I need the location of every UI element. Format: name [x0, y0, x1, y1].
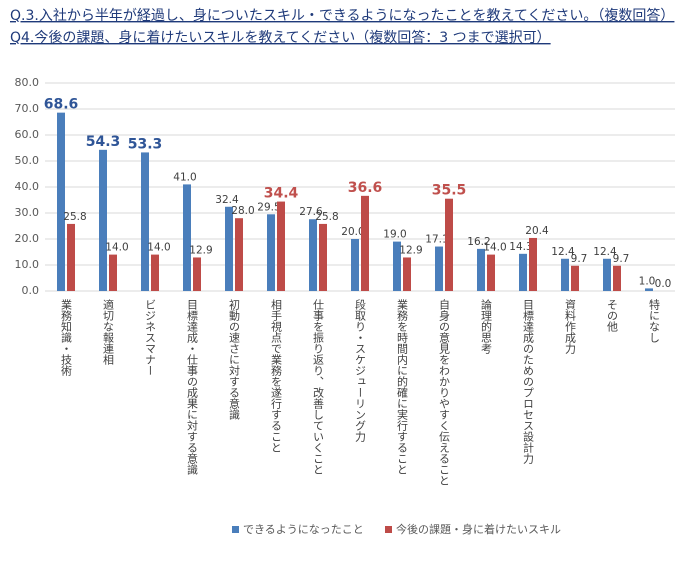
- x-tick-label: 資料作成力: [564, 299, 577, 354]
- value-label: 34.4: [264, 186, 299, 202]
- value-label: 12.4: [593, 246, 617, 258]
- bar: [561, 258, 569, 291]
- bar: [309, 219, 317, 291]
- bar: [277, 201, 285, 291]
- value-label: 54.3: [86, 134, 121, 150]
- bar: [603, 258, 611, 291]
- value-label: 36.6: [348, 180, 383, 196]
- bar: [393, 241, 401, 291]
- value-label: 32.4: [215, 194, 239, 206]
- value-label: 9.7: [571, 253, 588, 265]
- x-tick-label: 特になし: [648, 298, 661, 343]
- x-tick-label: 業務を時間内に的確に実行すること: [396, 299, 409, 475]
- value-label: 1.0: [639, 275, 656, 287]
- x-tick-label: 初動の速さに対する意識: [228, 298, 241, 420]
- value-label: 14.0: [105, 242, 128, 254]
- bar: [109, 254, 117, 291]
- value-label: 28.0: [231, 205, 254, 217]
- bar: [487, 254, 495, 291]
- x-tick-label: 自身の意見をわかりやすく伝えること: [438, 299, 451, 486]
- bar: [193, 257, 201, 291]
- legend-swatch: [385, 526, 392, 533]
- bar: [183, 184, 191, 291]
- value-label: 27.6: [299, 206, 323, 218]
- bar: [403, 257, 411, 291]
- bar: [267, 214, 275, 291]
- bar: [351, 239, 359, 291]
- x-tick-label: 相手視点で業務を遂行すること: [270, 299, 283, 453]
- y-tick-label: 50.0: [15, 154, 40, 167]
- value-label: 29.5: [257, 201, 280, 213]
- value-label: 0.0: [655, 278, 672, 290]
- bar: [571, 265, 579, 291]
- y-tick-label: 20.0: [15, 232, 40, 245]
- y-tick-label: 70.0: [15, 102, 40, 115]
- bar: [529, 237, 537, 291]
- bar: [361, 195, 369, 291]
- value-label: 25.8: [315, 211, 338, 223]
- value-label: 14.3: [509, 241, 532, 253]
- title-line: Q4.今後の課題、身に着けたいスキルを教えてください（複数回答：3 つまで選択可…: [10, 29, 551, 46]
- value-label: 53.3: [128, 136, 163, 152]
- y-tick-label: 80.0: [15, 76, 40, 89]
- value-label: 12.9: [189, 244, 212, 256]
- value-label: 17.1: [425, 234, 448, 246]
- value-label: 19.0: [383, 229, 406, 241]
- bar: [613, 265, 621, 291]
- x-tick-label: 論理的思考: [480, 298, 493, 355]
- legend-swatch: [232, 526, 239, 533]
- bar: [225, 206, 233, 291]
- value-label: 14.0: [483, 242, 506, 254]
- value-label: 12.9: [399, 244, 422, 256]
- y-tick-label: 40.0: [15, 180, 40, 193]
- bar: [477, 248, 485, 291]
- bar: [151, 254, 159, 291]
- y-tick-label: 30.0: [15, 206, 40, 219]
- x-tick-label: その他: [606, 299, 619, 332]
- legend-label: できるようになったこと: [243, 523, 364, 536]
- value-label: 35.5: [432, 183, 467, 199]
- bar: [645, 288, 653, 291]
- value-label: 14.0: [147, 242, 170, 254]
- bar: [319, 223, 327, 291]
- x-tick-label: 適切な報連相: [102, 298, 115, 365]
- value-label: 16.2: [467, 236, 490, 248]
- x-tick-label: ビジネスマナー: [144, 299, 157, 376]
- x-tick-label: 業務知識・技術: [60, 299, 73, 376]
- value-label: 20.0: [341, 226, 364, 238]
- x-tick-label: 目標達成・仕事の成果に対する意識: [186, 299, 199, 475]
- bar: [519, 253, 527, 291]
- x-tick-label: 段取り・スケジューリング力: [354, 298, 367, 442]
- x-tick-label: 仕事を振り返り、改善していくこと: [312, 299, 325, 475]
- title-line: Q.3.入社から半年が経過し、身についたスキル・できるようになったことを教えてく…: [10, 7, 674, 24]
- bar: [435, 246, 443, 291]
- value-label: 12.4: [551, 246, 575, 258]
- y-tick-label: 60.0: [15, 128, 40, 141]
- y-tick-label: 10.0: [15, 258, 40, 271]
- value-label: 9.7: [613, 253, 630, 265]
- bar: [99, 149, 107, 291]
- value-label: 25.8: [63, 211, 86, 223]
- value-label: 20.4: [525, 225, 549, 237]
- x-tick-label: 目標達成のためのプロセス設計力: [522, 299, 535, 464]
- value-label: 68.6: [44, 97, 79, 113]
- bar: [141, 152, 149, 291]
- bar: [57, 112, 65, 291]
- bar: [445, 198, 453, 291]
- bar: [67, 223, 75, 291]
- value-label: 41.0: [173, 171, 196, 183]
- legend-label: 今後の課題・身に着けたいスキル: [396, 522, 561, 536]
- bar: [235, 218, 243, 291]
- y-tick-label: 0.0: [22, 284, 40, 297]
